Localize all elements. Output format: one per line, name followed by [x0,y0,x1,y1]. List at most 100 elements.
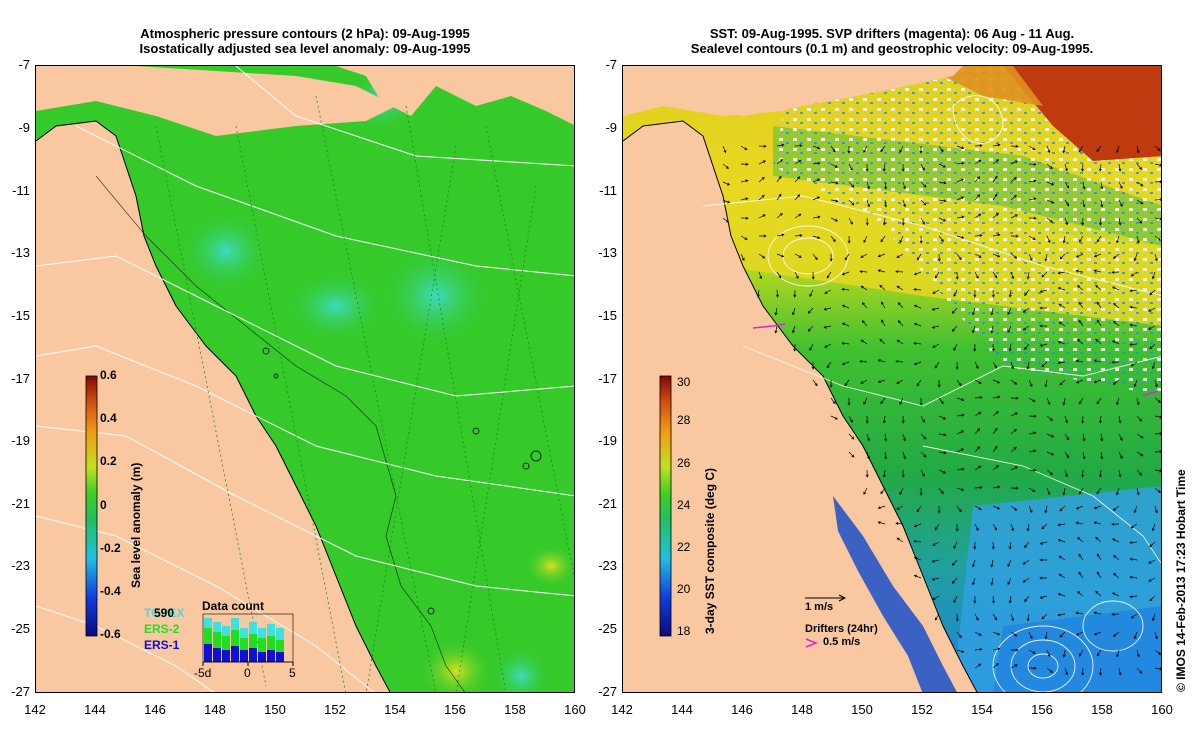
velocity-arrow [824,289,832,294]
velocity-arrow [1062,235,1066,244]
velocity-arrow [1010,648,1019,652]
velocity-arrow [1100,181,1104,190]
left-title-line1: Atmospheric pressure contours (2 hPa): 0… [140,26,470,41]
velocity-arrow [973,343,977,352]
velocity-arrow [1136,469,1143,476]
velocity-arrow [1010,486,1019,490]
velocity-arrow [758,176,765,183]
velocity-arrow [1111,612,1120,616]
velocity-arrow [1136,487,1140,496]
velocity-arrow [1041,523,1048,530]
velocity-arrow [1148,577,1156,582]
velocity-arrow [847,235,851,244]
velocity-arrow [812,253,818,261]
velocity-arrow [830,145,836,153]
velocity-arrow [1010,466,1018,471]
left-lon-tick: 160 [564,702,586,717]
right-cb-tick-5: 20 [677,582,691,596]
velocity-arrow [1059,253,1066,260]
velocity-arrow [991,289,995,298]
velocity-arrow [1136,217,1143,224]
velocity-arrow [1028,449,1037,453]
velocity-arrow [865,163,869,172]
velocity-arrow [1154,397,1161,403]
velocity-arrow [812,379,818,387]
velocity-arrow [823,325,832,329]
right-lat-tick: -11 [599,183,617,198]
velocity-arrow [1079,649,1084,657]
velocity-arrow [1095,590,1102,597]
right-lat-tick: -7 [605,57,617,72]
velocity-arrow [1154,235,1161,241]
velocity-arrow [1112,631,1120,637]
left-lat-tick: -27 [11,684,30,699]
velocity-arrow [1024,289,1030,297]
velocity-arrow [1024,595,1030,603]
velocity-arrow [826,271,832,279]
velocity-arrow [884,451,888,460]
velocity-arrow [1028,431,1037,435]
velocity-arrow [992,193,998,201]
velocity-arrow [1039,541,1048,545]
velocity-arrow [938,145,944,153]
velocity-arrow [1044,631,1048,640]
velocity-arrow [794,233,803,237]
velocity-arrow [1028,649,1036,654]
velocity-arrow [1154,450,1161,454]
velocity-arrow [1058,303,1066,309]
velocity-arrow [913,304,922,309]
left-lat-tick: -21 [11,496,30,511]
velocity-arrow [830,199,839,203]
velocity-arrow [861,302,868,309]
velocity-arrow [1154,198,1161,202]
velocity-arrow [1058,321,1066,327]
velocity-arrow [1022,559,1030,565]
velocity-arrow [932,595,940,600]
velocity-arrow [1041,361,1048,368]
velocity-arrow [932,541,940,546]
velocity-arrow [1093,359,1102,363]
velocity-arrow [1010,664,1018,669]
velocity-arrow [1093,631,1102,636]
velocity-arrow [974,194,981,201]
drifter-key-title: Drifters (24hr) [805,623,878,635]
velocity-arrow [1010,412,1018,417]
velocity-arrow [899,487,904,495]
velocity-arrow [913,539,922,543]
velocity-arrow [1096,301,1102,309]
left-lat-tick: -23 [11,558,30,573]
velocity-arrow [812,145,821,150]
velocity-arrow [794,194,801,201]
velocity-arrow [1098,469,1102,478]
velocity-arrow [953,343,958,351]
velocity-arrow [884,181,888,190]
velocity-arrow [1028,197,1037,201]
velocity-arrow [1095,338,1102,345]
velocity-arrow [992,213,999,219]
velocity-arrow [1151,523,1156,532]
right-cb-tick-1: 28 [677,413,691,427]
velocity-arrow [756,289,760,298]
velocity-arrow [1008,343,1012,352]
right-lat-tick: -15 [598,308,617,323]
velocity-arrow [1095,536,1102,543]
velocity-arrow [919,145,923,154]
velocity-arrow [953,541,958,549]
velocity-arrow [938,199,947,203]
velocity-arrow [812,235,821,239]
velocity-arrow [1075,631,1084,636]
velocity-arrow [1130,523,1138,529]
velocity-arrow [1008,289,1012,298]
velocity-arrow [1129,305,1138,309]
velocity-arrow [1081,469,1085,478]
left-cb-tick-5: -0.4 [100,584,121,598]
velocity-arrow [776,143,785,147]
velocity-arrow [1148,325,1156,330]
left-lon-tick: 144 [84,702,106,717]
velocity-arrow [992,613,998,621]
velocity-arrow [794,159,802,165]
velocity-arrow [990,577,994,586]
velocity-arrow [972,325,976,334]
velocity-arrow [1046,415,1053,421]
velocity-arrow [992,361,998,369]
